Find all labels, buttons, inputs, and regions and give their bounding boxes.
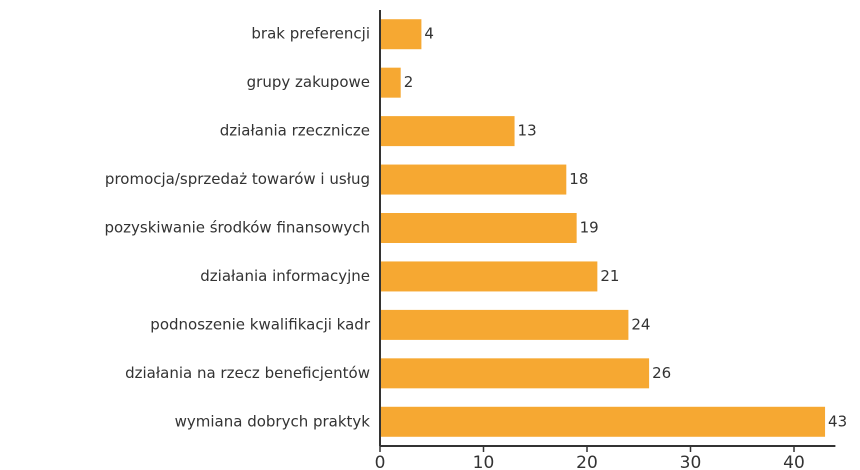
bar — [380, 261, 598, 292]
value-label: 4 — [424, 25, 434, 43]
y-tick-label: brak preferencji — [251, 25, 370, 43]
value-label: 13 — [518, 122, 537, 140]
y-tick-label: wymiana dobrych praktyk — [175, 412, 371, 430]
bar — [380, 164, 567, 195]
value-label: 26 — [652, 364, 671, 382]
x-tick-label: 20 — [576, 453, 598, 470]
value-label: 24 — [631, 315, 650, 333]
value-label: 18 — [569, 170, 588, 188]
y-tick-label: działania informacyjne — [200, 267, 370, 285]
value-label: 21 — [600, 267, 619, 285]
value-label: 43 — [828, 412, 847, 430]
bar — [380, 358, 650, 389]
bar — [380, 309, 629, 340]
x-tick-label: 0 — [375, 453, 386, 470]
bar — [380, 116, 515, 147]
y-tick-label: pozyskiwanie środków finansowych — [104, 219, 370, 237]
y-tick-label: grupy zakupowe — [247, 73, 370, 91]
x-tick-label: 10 — [473, 453, 495, 470]
value-label: 19 — [580, 219, 599, 237]
y-tick-label: działania rzecznicze — [220, 122, 370, 140]
x-tick-label: 30 — [680, 453, 702, 470]
y-tick-label: promocja/sprzedaż towarów i usług — [105, 170, 370, 188]
value-label: 2 — [404, 73, 414, 91]
bar — [380, 67, 401, 98]
bar — [380, 406, 826, 437]
bar — [380, 213, 577, 243]
x-tick-label: 40 — [783, 453, 805, 470]
y-tick-label: podnoszenie kwalifikacji kadr — [150, 315, 371, 333]
y-tick-label: działania na rzecz beneficjentów — [125, 364, 370, 382]
bar — [380, 19, 422, 50]
